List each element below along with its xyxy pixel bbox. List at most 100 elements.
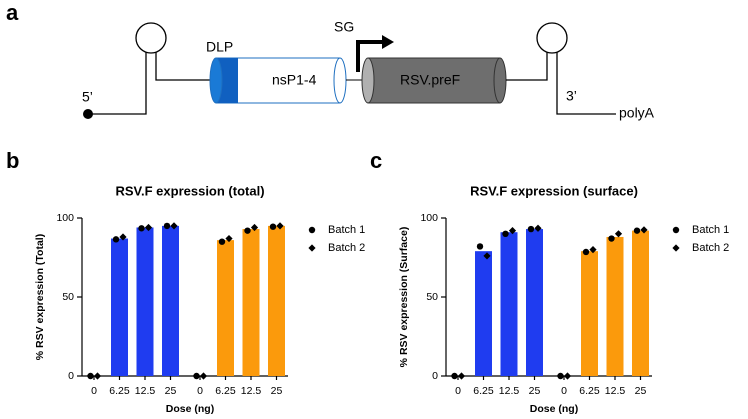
x-tick-label: 25 bbox=[529, 385, 541, 397]
x-tick-label: 6.25 bbox=[215, 385, 236, 397]
point bbox=[93, 372, 102, 380]
bar bbox=[217, 240, 234, 376]
bar bbox=[581, 251, 598, 376]
five-prime-label: 5’ bbox=[82, 89, 93, 105]
point bbox=[502, 230, 509, 237]
point bbox=[582, 248, 590, 256]
point bbox=[225, 234, 233, 243]
chart-title: RSV.F expression (surface) bbox=[470, 183, 638, 198]
point bbox=[144, 223, 153, 232]
point bbox=[163, 222, 171, 230]
gene-cap-right bbox=[493, 57, 507, 104]
point bbox=[457, 372, 466, 380]
bar bbox=[111, 238, 128, 376]
three-prime-label: 3’ bbox=[566, 88, 577, 104]
point bbox=[193, 372, 200, 380]
point bbox=[508, 227, 517, 235]
nsp-cap-right bbox=[333, 57, 347, 104]
x-tick-label: 25 bbox=[271, 385, 283, 397]
x-axis-label: Dose (ng) bbox=[530, 403, 578, 415]
panel-label: a bbox=[6, 0, 19, 25]
point bbox=[614, 230, 623, 238]
y-axis-label: % RSV expression (Total) bbox=[34, 234, 46, 360]
hairpin-loop-3 bbox=[536, 22, 568, 54]
dlp-label: DLP bbox=[206, 39, 233, 55]
diagram: a 5’ DLP nsP1-4 SG RSV.preF 3’ polyA bbox=[6, 0, 655, 121]
x-tick-label: 12.5 bbox=[605, 385, 626, 397]
x-tick-label: 6.25 bbox=[579, 385, 600, 397]
gene-body bbox=[367, 57, 501, 104]
point bbox=[672, 244, 680, 252]
y-axis-label: % RSV expression (Surface) bbox=[398, 227, 410, 368]
point bbox=[640, 226, 648, 234]
rna-line-3 bbox=[506, 52, 616, 115]
sg-arrow bbox=[356, 40, 384, 72]
point bbox=[244, 227, 251, 234]
point bbox=[633, 227, 641, 234]
legend-label: Batch 2 bbox=[328, 242, 365, 254]
bar bbox=[242, 229, 260, 376]
point bbox=[218, 238, 226, 245]
bar bbox=[268, 225, 285, 376]
point bbox=[87, 372, 94, 380]
point bbox=[250, 223, 259, 232]
bar bbox=[526, 229, 543, 376]
x-tick-label: 12.5 bbox=[135, 385, 156, 397]
panel-label: b bbox=[6, 148, 19, 173]
x-tick-label: 0 bbox=[197, 385, 203, 397]
bar bbox=[632, 230, 649, 376]
x-tick-label: 0 bbox=[91, 385, 97, 397]
polya-label: polyA bbox=[619, 105, 655, 121]
point bbox=[199, 372, 208, 380]
point bbox=[563, 372, 572, 380]
point bbox=[534, 224, 542, 232]
bar bbox=[136, 227, 154, 376]
legend-label: Batch 2 bbox=[692, 242, 729, 254]
point bbox=[269, 223, 277, 230]
point bbox=[451, 372, 458, 380]
sg-arrow-head bbox=[382, 35, 394, 49]
gene-label: RSV.preF bbox=[400, 72, 460, 88]
sg-label: SG bbox=[334, 19, 354, 35]
x-tick-label: 12.5 bbox=[499, 385, 520, 397]
y-tick-label: 100 bbox=[56, 212, 74, 224]
x-tick-label: 0 bbox=[455, 385, 461, 397]
point bbox=[170, 222, 178, 230]
x-tick-label: 6.25 bbox=[109, 385, 130, 397]
x-axis-label: Dose (ng) bbox=[166, 403, 214, 415]
x-tick-label: 0 bbox=[561, 385, 567, 397]
x-tick-label: 12.5 bbox=[241, 385, 262, 397]
bar bbox=[162, 225, 179, 376]
point bbox=[483, 252, 491, 260]
point bbox=[476, 243, 484, 250]
y-tick-label: 0 bbox=[432, 370, 438, 382]
chart-title: RSV.F expression (total) bbox=[115, 183, 264, 198]
nsp-cap-left bbox=[209, 57, 223, 104]
point bbox=[112, 236, 120, 243]
panel-label: c bbox=[370, 148, 382, 173]
x-tick-label: 25 bbox=[635, 385, 647, 397]
x-tick-label: 25 bbox=[165, 385, 177, 397]
gene-cap-left bbox=[361, 57, 375, 104]
y-tick-label: 100 bbox=[420, 212, 438, 224]
y-tick-label: 50 bbox=[426, 291, 438, 303]
y-tick-label: 0 bbox=[68, 370, 74, 382]
point bbox=[557, 372, 564, 380]
nsp-label: nsP1-4 bbox=[272, 72, 317, 88]
hairpin-loop bbox=[135, 22, 167, 54]
point bbox=[119, 233, 127, 241]
rna-line bbox=[88, 52, 212, 115]
point bbox=[589, 246, 597, 254]
x-tick-label: 6.25 bbox=[473, 385, 494, 397]
bar bbox=[500, 232, 518, 376]
point bbox=[672, 226, 680, 234]
point bbox=[138, 225, 145, 232]
point bbox=[308, 244, 316, 252]
point bbox=[527, 225, 535, 233]
y-tick-label: 50 bbox=[62, 291, 74, 303]
point bbox=[608, 235, 615, 242]
point bbox=[276, 222, 284, 230]
bar bbox=[606, 236, 624, 376]
point bbox=[308, 226, 316, 234]
